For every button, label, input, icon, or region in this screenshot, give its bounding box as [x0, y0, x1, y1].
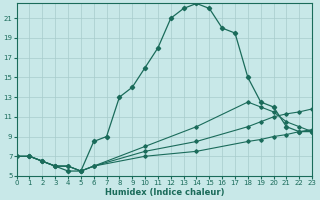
X-axis label: Humidex (Indice chaleur): Humidex (Indice chaleur): [105, 188, 224, 197]
